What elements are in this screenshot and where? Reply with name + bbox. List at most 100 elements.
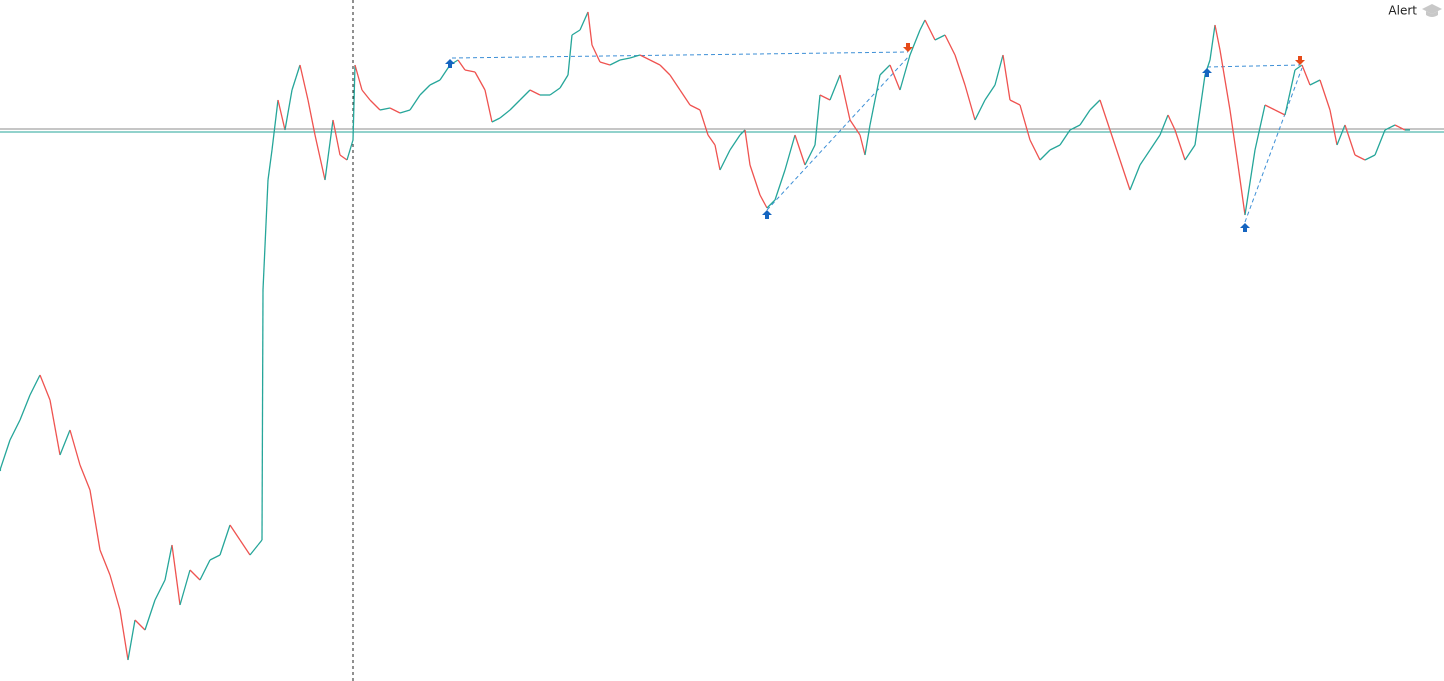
price-segment [484, 89, 493, 123]
price-segment [1394, 124, 1406, 131]
price-segment [127, 619, 136, 661]
price-segment [1174, 129, 1186, 161]
price-segment [964, 84, 976, 121]
price-segment [609, 59, 621, 66]
price-segment [379, 107, 391, 111]
price-segment [629, 54, 641, 59]
price-segment [1009, 99, 1021, 106]
price-segment [144, 599, 156, 631]
price-segment [1219, 49, 1231, 111]
price-segment [1229, 109, 1239, 166]
price-segment [571, 29, 581, 36]
price-segment [1264, 104, 1276, 111]
price-segment [262, 179, 269, 291]
price-segment [784, 134, 796, 171]
price-segment [934, 34, 946, 41]
price-segment [829, 74, 841, 101]
price-segment [199, 559, 211, 581]
price-segment [1139, 149, 1151, 166]
price-segment [619, 57, 631, 61]
price-segment [814, 94, 821, 146]
price-segment [1374, 129, 1386, 156]
price-segment [491, 117, 501, 123]
price-segment [399, 109, 411, 114]
price-segment [699, 109, 709, 136]
down-arrow [903, 43, 913, 52]
price-segment [267, 149, 273, 181]
price-segment [1237, 164, 1246, 216]
price-segment [499, 109, 511, 119]
price-segment [474, 71, 486, 91]
price-segment [389, 107, 401, 114]
price-segment [591, 44, 601, 63]
price-segment [39, 374, 51, 401]
signal-arrows [445, 43, 1305, 232]
price-segment [909, 29, 921, 56]
price-segment [261, 289, 264, 541]
price-segment [332, 119, 341, 156]
price-segment [649, 59, 661, 66]
cap-base [1426, 11, 1438, 17]
price-segment [19, 394, 31, 421]
price-segment [766, 199, 776, 209]
price-segment [119, 609, 129, 661]
price-segment [1194, 74, 1206, 146]
price-segment [974, 99, 986, 121]
price-segment [1254, 104, 1266, 151]
price-segment [79, 464, 91, 491]
price-segment [1079, 109, 1091, 126]
price-segment [659, 64, 671, 76]
price-segment [1039, 149, 1051, 161]
price-segment [179, 569, 191, 606]
price-segment [69, 429, 81, 466]
cap-top [1422, 4, 1442, 14]
price-segment [994, 54, 1004, 86]
price-segment [189, 569, 201, 581]
price-segment [134, 619, 146, 631]
alert-label[interactable]: Alert [1388, 4, 1417, 18]
price-segment [919, 19, 926, 31]
price-segment [729, 134, 741, 151]
price-segment [324, 119, 334, 181]
price-segment [277, 99, 286, 131]
price-segment [352, 64, 356, 141]
price-segment [1209, 24, 1216, 61]
price-segment [1329, 109, 1338, 146]
price-segment [59, 429, 71, 456]
price-segment [229, 524, 241, 541]
price-segment [864, 124, 871, 156]
price-segment [1149, 134, 1161, 151]
price-segment [249, 544, 259, 556]
price-segment [1294, 64, 1303, 71]
price-segment [1214, 24, 1221, 51]
trend-line [766, 54, 911, 211]
trend-line [451, 51, 909, 59]
price-segment [1109, 129, 1121, 161]
price-segment [29, 374, 41, 396]
price-segment [1354, 154, 1366, 161]
trend-lines [451, 51, 1303, 223]
price-segment [639, 54, 651, 61]
price-segment [219, 524, 231, 556]
price-segment [587, 11, 593, 46]
price-segment [339, 154, 348, 161]
price-segment [1384, 124, 1396, 131]
price-segment [849, 119, 861, 136]
trend-line [1206, 64, 1301, 68]
price-segment [209, 554, 221, 561]
price-segment [1089, 99, 1101, 111]
price-segment [1344, 124, 1356, 156]
price-segment [1184, 144, 1196, 161]
price-segment [1019, 104, 1031, 141]
price-segment [429, 79, 441, 86]
up-arrow [762, 210, 772, 219]
price-segment [1309, 79, 1321, 86]
price-segment [899, 54, 911, 91]
price-segment [99, 549, 111, 576]
down-arrow [1295, 56, 1305, 65]
price-segment [1364, 154, 1376, 161]
trend-line [1244, 67, 1303, 223]
alert-icon[interactable] [1422, 4, 1442, 17]
